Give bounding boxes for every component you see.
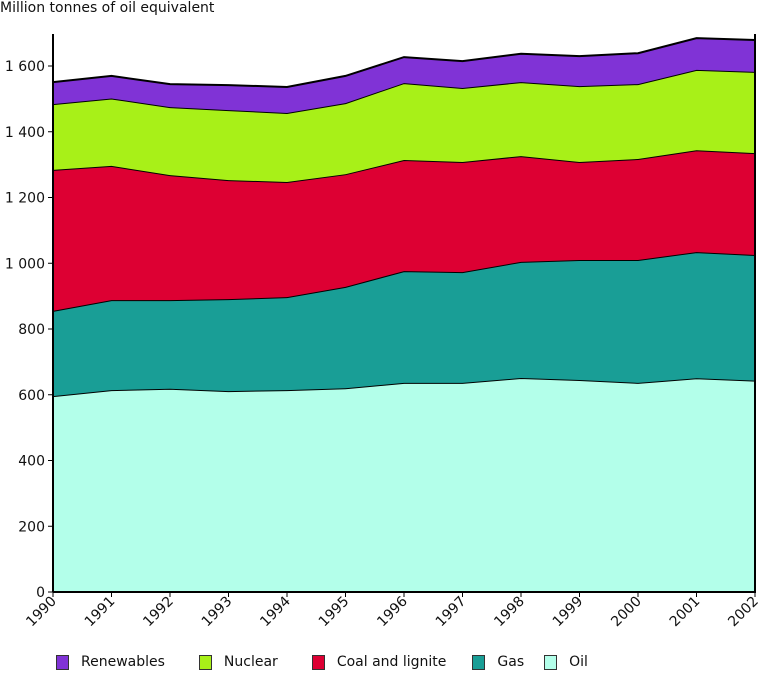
legend-label: Oil [569, 654, 588, 670]
legend-label: Coal and lignite [336, 654, 447, 670]
x-ticks: 1990 1991 1992 1993 1994 1995 1996 1997 1998 1999… [23, 592, 762, 630]
y-ticks: 0 200 400 600 800 1 000 1 200 1 400 1 600 [5, 59, 53, 601]
x-tick-label: 1999 [550, 594, 587, 631]
x-tick-label: 2000 [608, 594, 645, 631]
area-gas [53, 252, 755, 397]
legend-label: Nuclear [223, 654, 278, 670]
legend-item-nuclear: Nuclear [198, 654, 278, 670]
x-tick-label: 1997 [433, 594, 470, 631]
y-tick-label: 400 [18, 454, 45, 470]
y-tick-label: 800 [18, 322, 45, 338]
legend-swatch [198, 654, 212, 670]
y-axis-title: Million tonnes of oil equivalent [0, 0, 215, 16]
area-oil [53, 378, 755, 592]
x-tick-label: 1998 [491, 594, 528, 631]
y-tick-label: 1 600 [5, 59, 45, 75]
area-layers [52, 37, 756, 592]
legend-item-coal-and-lignite: Coal and lignite [311, 654, 447, 670]
x-tick-label: 2001 [667, 594, 704, 631]
legend-swatch [472, 654, 486, 670]
x-tick-label: 1993 [199, 594, 236, 631]
legend-item-gas: Gas [472, 654, 524, 670]
boundary-renewables [52, 37, 756, 89]
legend-label: Gas [497, 654, 525, 670]
legend-swatch [544, 654, 558, 670]
x-tick-label: 1991 [82, 594, 119, 631]
x-tick-label: 1995 [316, 594, 353, 631]
x-tick-label: 2002 [725, 594, 762, 631]
area-nuclear [53, 69, 755, 182]
y-tick-label: 600 [18, 388, 45, 404]
y-tick-label: 1 400 [5, 125, 45, 141]
y-tick-label: 1 000 [5, 256, 45, 272]
legend-swatch [56, 654, 69, 670]
legend-label: Renewables [81, 654, 165, 670]
x-tick-label: 1994 [257, 593, 294, 630]
x-tick-label: 1992 [140, 594, 177, 631]
area-coal-and-lignite [53, 150, 755, 311]
y-tick-label: 200 [18, 519, 45, 535]
y-tick-label: 0 [36, 585, 45, 601]
legend: Renewables Nuclear Coal and lignite Gas Oil [56, 654, 588, 670]
legend-item-renewables: Renewables [56, 654, 165, 670]
legend-swatch [311, 654, 325, 670]
x-tick-label: 1996 [374, 593, 411, 630]
legend-item-oil: Oil [544, 654, 588, 670]
y-tick-label: 1 200 [5, 191, 45, 207]
